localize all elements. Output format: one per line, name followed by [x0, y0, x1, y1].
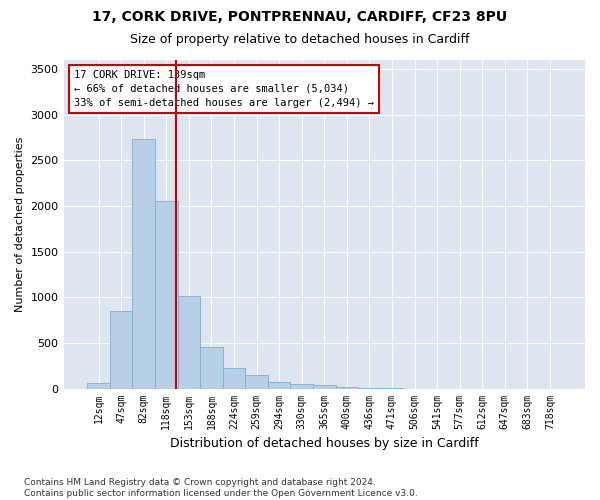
Bar: [268, 382, 290, 388]
Bar: [245, 376, 268, 388]
Bar: [223, 368, 245, 388]
Bar: [335, 386, 358, 388]
X-axis label: Distribution of detached houses by size in Cardiff: Distribution of detached houses by size …: [170, 437, 479, 450]
Bar: [178, 296, 200, 388]
Text: Size of property relative to detached houses in Cardiff: Size of property relative to detached ho…: [130, 32, 470, 46]
Bar: [313, 386, 335, 388]
Text: 17 CORK DRIVE: 139sqm
← 66% of detached houses are smaller (5,034)
33% of semi-d: 17 CORK DRIVE: 139sqm ← 66% of detached …: [74, 70, 374, 108]
Bar: [200, 347, 223, 389]
Y-axis label: Number of detached properties: Number of detached properties: [15, 136, 25, 312]
Bar: [155, 200, 178, 388]
Text: Contains HM Land Registry data © Crown copyright and database right 2024.
Contai: Contains HM Land Registry data © Crown c…: [24, 478, 418, 498]
Text: 17, CORK DRIVE, PONTPRENNAU, CARDIFF, CF23 8PU: 17, CORK DRIVE, PONTPRENNAU, CARDIFF, CF…: [92, 10, 508, 24]
Bar: [110, 311, 133, 388]
Bar: [87, 383, 110, 388]
Bar: [290, 384, 313, 388]
Bar: [133, 140, 155, 388]
